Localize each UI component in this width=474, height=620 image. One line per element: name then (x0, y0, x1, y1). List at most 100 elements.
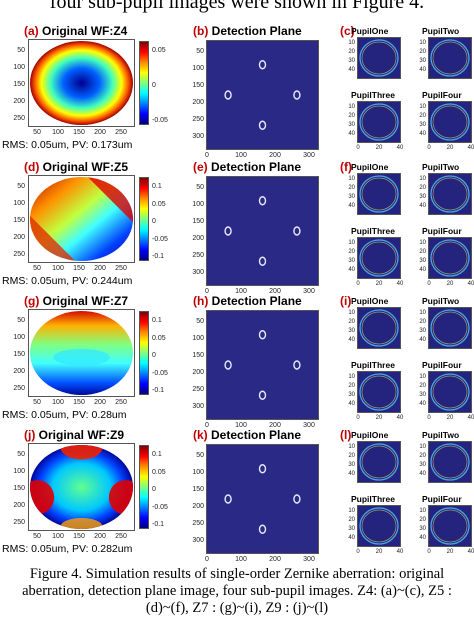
detection-y-tick: 50 (196, 318, 204, 325)
subpupil-x-tick: 20 (375, 549, 383, 555)
detection-y-tick: 250 (192, 252, 204, 259)
detection-y-tick: 100 (192, 65, 204, 72)
subpupil-y-tick: 40 (348, 471, 355, 477)
detection-x-tick: 0 (205, 152, 209, 159)
detection-y-tick: 150 (192, 486, 204, 493)
subpupil-x-tick: 0 (356, 145, 360, 151)
rms-pv-text: RMS: 0.05um, PV: 0.173um (2, 139, 133, 151)
subpupil-y-tick: 40 (348, 131, 355, 137)
detection-panel-label: (e) Detection Plane (193, 160, 301, 174)
subpupil-plot (428, 237, 472, 279)
sub-pupil-image (359, 103, 399, 141)
wavefront-panel-label: (a) Original WF:Z4 (24, 24, 127, 38)
subpupil-y-tick: 30 (348, 58, 355, 64)
wavefront-map (30, 445, 133, 529)
subpupil-y-tick: 30 (419, 526, 426, 532)
subpupil-y-tick: 20 (419, 249, 426, 255)
subpupil-y-tick: 30 (348, 392, 355, 398)
subpupil-x-tick: 40 (396, 415, 404, 421)
subpupil-y-tick: 10 (348, 104, 355, 110)
wavefront-x-tick: 150 (73, 399, 85, 406)
wavefront-x-tick: 100 (52, 265, 64, 272)
subpupil-plot (428, 505, 472, 547)
detection-plane-plot (206, 40, 319, 150)
sub-pupil-image (359, 309, 399, 347)
subpupil-y-tick: 40 (419, 131, 426, 137)
colorbar-tick: -0.05 (152, 369, 168, 377)
subpupil-y-tick: 20 (419, 319, 426, 325)
subpupil-plot (428, 173, 472, 215)
detection-x-tick: 300 (303, 152, 315, 159)
wavefront-y-tick: 50 (17, 317, 25, 324)
subpupil-title: PupilFour (422, 90, 462, 100)
subpupil-panel-label: (i) (340, 294, 352, 308)
subpupil-x-tick: 40 (396, 549, 404, 555)
subpupil-y-tick: 10 (419, 40, 426, 46)
subpupil-x-tick: 20 (446, 281, 454, 287)
subpupil-title: PupilOne (351, 162, 389, 172)
sub-pupil-image (430, 507, 470, 545)
wavefront-x-tick: 200 (94, 399, 106, 406)
wavefront-x-tick: 200 (94, 129, 106, 136)
subpupil-y-tick: 20 (419, 383, 426, 389)
subpupil-y-tick: 20 (348, 185, 355, 191)
subpupil-title: PupilTwo (422, 430, 460, 440)
colorbar (139, 177, 149, 261)
wavefront-x-tick: 250 (115, 265, 127, 272)
detection-x-tick: 300 (303, 288, 315, 295)
sub-pupil-image (359, 507, 399, 545)
wavefront-x-tick: 150 (73, 129, 85, 136)
subpupil-plot (357, 441, 401, 483)
subpupil-y-tick: 10 (419, 374, 426, 380)
subpupil-title: PupilTwo (422, 162, 460, 172)
detection-y-tick: 150 (192, 82, 204, 89)
sub-pupil-image (430, 103, 470, 141)
wavefront-y-tick: 200 (13, 98, 25, 105)
detection-spots (224, 196, 301, 266)
subpupil-x-tick: 0 (427, 549, 431, 555)
detection-x-tick: 0 (205, 288, 209, 295)
colorbar-tick: -0.05 (152, 235, 168, 243)
subpupil-y-tick: 30 (419, 194, 426, 200)
subpupil-x-tick: 0 (427, 145, 431, 151)
sub-pupil-image (430, 39, 470, 77)
subpupil-x-tick: 40 (467, 281, 474, 287)
wavefront-y-tick: 100 (13, 468, 25, 475)
wavefront-y-tick: 50 (17, 183, 25, 190)
detection-y-tick: 100 (192, 335, 204, 342)
subpupil-plot (357, 371, 401, 413)
subpupil-y-tick: 20 (348, 49, 355, 55)
wavefront-x-tick: 100 (52, 399, 64, 406)
detection-y-tick: 150 (192, 352, 204, 359)
detection-x-tick: 200 (269, 422, 281, 429)
wavefront-x-tick: 250 (115, 533, 127, 540)
detection-y-tick: 100 (192, 469, 204, 476)
rms-pv-text: RMS: 0.05um, PV: 0.282um (2, 543, 133, 555)
detection-y-tick: 300 (192, 269, 204, 276)
detection-y-tick: 250 (192, 116, 204, 123)
detection-title: Detection Plane (211, 428, 302, 442)
wavefront-plot (28, 309, 135, 397)
detection-panel-label: (b) Detection Plane (193, 24, 302, 38)
subpupil-y-tick: 30 (419, 122, 426, 128)
detection-plane-plot (206, 310, 319, 420)
subpupil-title: PupilThree (351, 360, 395, 370)
detection-y-tick: 300 (192, 537, 204, 544)
wavefront-x-tick: 50 (33, 399, 41, 406)
subpupil-plot (357, 101, 401, 143)
wavefront-y-tick: 250 (13, 385, 25, 392)
rms-pv-text: RMS: 0.05um, PV: 0.28um (2, 409, 127, 421)
subpupil-y-tick: 10 (419, 310, 426, 316)
colorbar-tick: 0.05 (152, 47, 166, 54)
wavefront-title: Original WF:Z5 (42, 160, 129, 174)
subpupil-plot (357, 237, 401, 279)
subpupil-y-tick: 40 (419, 401, 426, 407)
subpupil-y-tick: 40 (419, 267, 426, 273)
wavefront-x-tick: 50 (33, 265, 41, 272)
figure-caption: Figure 4. Simulation results of single-o… (0, 566, 474, 617)
subpupil-panel-label: (l) (340, 428, 352, 442)
detection-y-tick: 200 (192, 99, 204, 106)
subpupil-title: PupilOne (351, 26, 389, 36)
subpupil-plot (357, 173, 401, 215)
caption-line-1: Figure 4. Simulation results of single-o… (29, 566, 445, 582)
